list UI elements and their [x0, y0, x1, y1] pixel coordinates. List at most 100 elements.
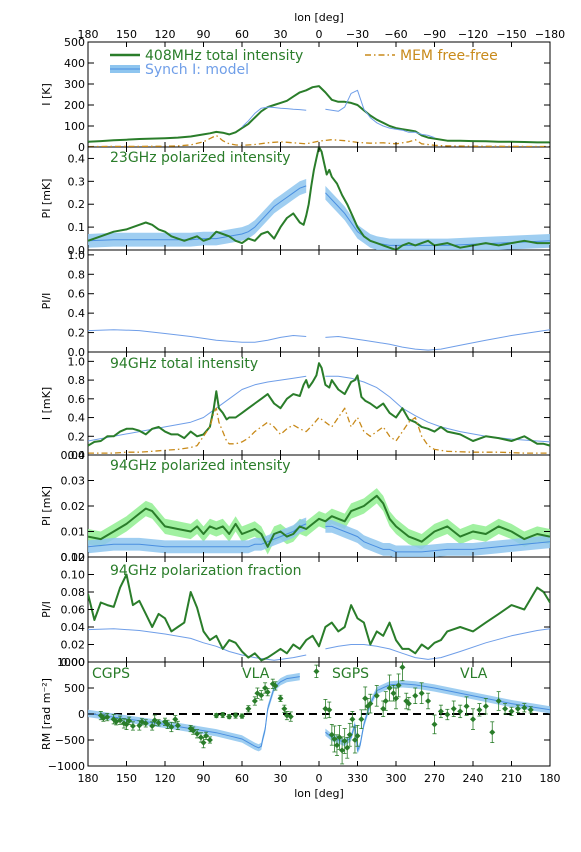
y-axis-label: I [mK]: [40, 387, 53, 420]
data-point: [226, 713, 233, 720]
data-point: [272, 682, 279, 689]
ytick-label: 0.6: [68, 393, 86, 406]
panel-2: 0.0 0.1 0.2 0.3 0.4 PI [mK] 23GHz polarized in…: [40, 147, 550, 257]
data-point: [262, 685, 269, 691]
data-point: [313, 668, 320, 675]
ytick-label: −500: [55, 734, 85, 747]
panel-annotation: 94GHz polarization fraction: [110, 563, 302, 579]
plot-area: [88, 662, 550, 765]
ytick-label: 0.06: [61, 604, 86, 617]
bottom-xtick-label: 210: [501, 772, 522, 785]
region-label: SGPS: [332, 666, 369, 682]
data-point: [412, 692, 419, 699]
legend-label: 408MHz total intensity: [145, 48, 303, 64]
data-point: [117, 717, 124, 724]
data-point: [126, 717, 133, 724]
ytick-label: 1.0: [68, 355, 86, 368]
x-axes: 18018015015012012090906060303000−30330−6…: [78, 11, 566, 800]
data-point: [514, 705, 521, 712]
ytick-label: 0.6: [68, 288, 86, 301]
panel-3: 0.0 0.2 0.4 0.6 0.8 1.0 PI/I: [40, 249, 550, 359]
ytick-label: 0.2: [68, 430, 86, 443]
ytick-label: 0.08: [61, 586, 86, 599]
ytick-label: 100: [64, 120, 85, 133]
data-point: [395, 682, 402, 689]
data-point: [194, 730, 201, 737]
panel-frame: [87, 249, 551, 353]
ytick-label: 0.4: [68, 152, 86, 165]
data-point: [239, 713, 245, 720]
panel-annotation: 23GHz polarized intensity: [110, 150, 291, 166]
bottom-xtick-label: 180: [540, 772, 561, 785]
data-point: [123, 721, 130, 728]
ytick-label: 0.01: [61, 526, 86, 539]
series-line-0-1-0: [241, 106, 307, 128]
data-point: [351, 737, 358, 743]
data-point: [444, 711, 451, 718]
data-point: [333, 742, 340, 749]
data-point: [431, 721, 438, 728]
top-xtick-label: 150: [116, 28, 137, 41]
bottom-xtick-label: 30: [274, 772, 288, 785]
data-point: [489, 729, 496, 736]
data-point: [151, 717, 158, 724]
band-1-0-1: [325, 185, 550, 250]
band-center-6-1-0: [88, 676, 300, 749]
data-point: [450, 705, 457, 712]
data-point: [437, 708, 444, 715]
data-point: [349, 716, 356, 723]
ytick-label: −1000: [48, 760, 85, 773]
data-point: [258, 692, 265, 699]
panel-7: −1000 −500 0 500 1000 RM [rad m⁻²] CGPS VLA SGPS…: [40, 656, 550, 773]
bottom-xtick-label: 330: [347, 772, 368, 785]
data-point: [362, 695, 369, 702]
ytick-label: 0.4: [68, 412, 86, 425]
data-point: [393, 695, 399, 702]
ytick-label: 0.02: [61, 500, 86, 513]
panel-1: 0 100 200 300 400 500 I [K] 408MHz total intens…: [40, 36, 550, 154]
plot-area: [88, 85, 550, 147]
series-line-2-0-0: [88, 329, 307, 343]
plot-area: [88, 329, 550, 351]
data-point: [358, 716, 365, 723]
data-point: [425, 698, 432, 704]
data-point: [129, 722, 136, 729]
data-point: [168, 724, 175, 730]
ytick-label: 0.0: [68, 244, 86, 257]
data-point: [213, 712, 220, 719]
ytick-label: 0.12: [61, 551, 86, 564]
top-xtick-label: 30: [274, 28, 288, 41]
data-point: [104, 714, 111, 721]
series-line-0-1-1: [325, 89, 435, 139]
ytick-label: 0.1: [68, 221, 86, 234]
data-point: [476, 706, 483, 713]
top-xtick-label: −30: [346, 28, 369, 41]
region-label: VLA: [242, 666, 270, 682]
data-point: [206, 737, 213, 743]
data-point: [174, 722, 181, 729]
bottom-xtick-label: 90: [197, 772, 211, 785]
data-point: [287, 713, 294, 720]
data-point: [482, 703, 489, 710]
band-1-0-0: [88, 179, 307, 248]
ytick-label: 0.03: [61, 475, 86, 488]
bottom-xtick-label: 0: [316, 772, 323, 785]
ytick-label: 0.3: [68, 175, 86, 188]
data-point: [346, 731, 353, 738]
ytick-label: 0.0: [68, 449, 86, 462]
data-point: [502, 705, 509, 712]
series-line-3-1-0: [88, 362, 550, 447]
ytick-label: 0: [78, 708, 85, 721]
series-line-5-1-0: [88, 573, 550, 662]
band-6-1-1: [325, 680, 550, 754]
top-xtick-label: −180: [535, 28, 565, 41]
data-point: [336, 734, 343, 741]
data-point: [155, 719, 162, 726]
data-point: [326, 706, 333, 713]
bottom-xtick-label: 150: [116, 772, 137, 785]
data-point: [463, 703, 470, 710]
ytick-label: 500: [64, 36, 85, 49]
region-label: CGPS: [92, 666, 130, 682]
bottom-xtick-label: 180: [78, 772, 99, 785]
